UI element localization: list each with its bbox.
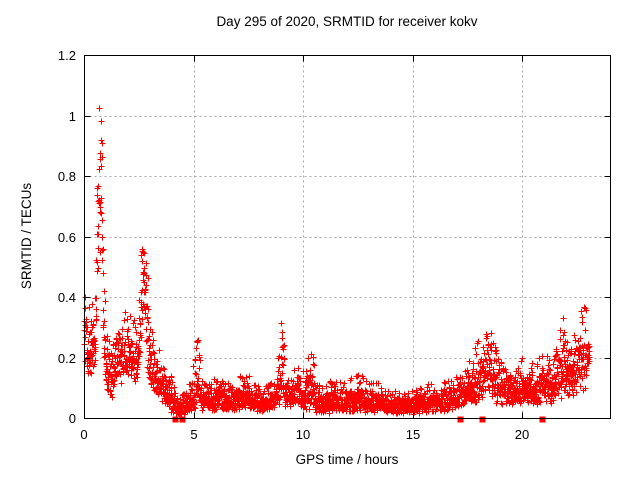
- y-tick-label: 0.6: [57, 230, 76, 245]
- zero-flag-squares: [172, 416, 546, 423]
- y-tick-label: 0.4: [57, 290, 76, 305]
- x-axis-label: GPS time / hours: [295, 452, 399, 467]
- x-tick-label: 0: [80, 427, 88, 442]
- x-tick-label: 5: [190, 427, 198, 442]
- y-tick-label: 0.8: [57, 169, 76, 184]
- plot-title: Day 295 of 2020, SRMTID for receiver kok…: [216, 14, 478, 29]
- scatter-points: [81, 105, 593, 418]
- x-tick-label: 20: [514, 427, 530, 442]
- grid-lines: [84, 55, 611, 419]
- y-tick-label: 0.2: [57, 351, 76, 366]
- tick-marks: [84, 55, 611, 419]
- x-tick-label: 10: [295, 427, 311, 442]
- y-tick-label: 1: [68, 109, 76, 124]
- y-tick-label: 1.2: [57, 48, 76, 63]
- y-tick-label: 0: [68, 411, 76, 426]
- x-tick-label: 15: [405, 427, 421, 442]
- plot-border: [84, 55, 611, 419]
